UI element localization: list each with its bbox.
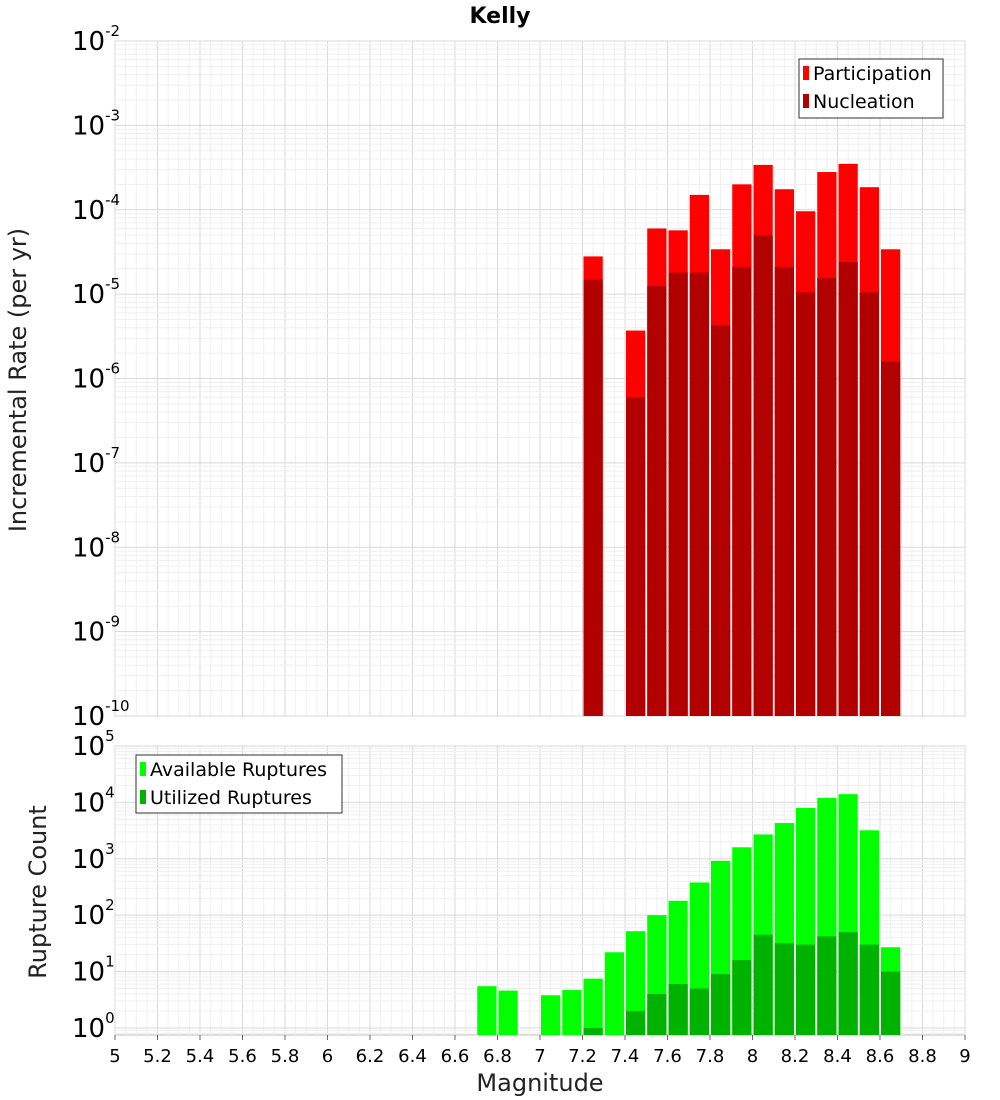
x-tick-label: 8.8	[908, 1046, 937, 1067]
x-tick-label: 7.4	[611, 1046, 640, 1067]
x-tick-label: 6.2	[356, 1046, 385, 1067]
x-tick-label: 8.2	[781, 1046, 810, 1067]
x-tick-label: 6	[322, 1046, 333, 1067]
bar-nucleation	[774, 266, 794, 716]
bottom-chart: 100 101 102 103 104 105 5 5.2 5.4 5.6 5.8 6 6.2 6.4 6…	[24, 727, 971, 1097]
bar-utilized-ruptures	[838, 932, 858, 1035]
y-tick-label: 10-2	[72, 22, 120, 57]
legend-label-participation: Participation	[813, 63, 932, 85]
bar-available-ruptures	[477, 986, 497, 1035]
bar-nucleation	[859, 292, 879, 716]
top-legend: Participation Nucleation	[798, 58, 944, 119]
legend-swatch-utilized-ruptures	[140, 790, 146, 804]
bar-utilized-ruptures	[817, 936, 837, 1035]
bar-utilized-ruptures	[732, 960, 752, 1035]
x-tick-label: 7	[534, 1046, 545, 1067]
y-tick-label: 10-8	[72, 528, 120, 563]
bar-available-ruptures	[498, 990, 518, 1035]
bar-utilized-ruptures	[711, 974, 731, 1035]
y-tick-label: 103	[72, 840, 115, 875]
x-tick-label: 8.6	[866, 1046, 895, 1067]
legend-swatch-participation	[803, 66, 809, 80]
y-tick-label: 104	[72, 783, 115, 818]
bar-nucleation	[668, 272, 688, 716]
legend-swatch-nucleation	[803, 94, 809, 108]
y-tick-label: 10-5	[72, 275, 120, 310]
x-tick-label: 5.2	[143, 1046, 172, 1067]
y-tick-label: 102	[72, 896, 115, 931]
bottom-y-axis-label: Rupture Count	[24, 805, 52, 979]
top-legend-box	[798, 58, 944, 119]
y-tick-label: 105	[72, 727, 115, 762]
top-bars	[583, 163, 901, 717]
x-tick-label: 7.2	[568, 1046, 597, 1067]
bar-nucleation	[817, 278, 837, 716]
bar-available-ruptures	[626, 931, 646, 1035]
bar-utilized-ruptures	[859, 944, 879, 1035]
x-tick-label: 6.8	[483, 1046, 512, 1067]
bar-nucleation	[583, 279, 603, 716]
bar-utilized-ruptures	[689, 988, 709, 1035]
bar-nucleation	[838, 262, 858, 716]
bar-utilized-ruptures	[753, 934, 773, 1035]
x-tick-label: 7.8	[696, 1046, 725, 1067]
x-tick-label: 6.6	[441, 1046, 470, 1067]
bar-available-ruptures	[541, 995, 561, 1035]
x-tick-label: 8.4	[823, 1046, 852, 1067]
bar-utilized-ruptures	[668, 984, 688, 1035]
bar-available-ruptures	[583, 978, 603, 1035]
bar-utilized-ruptures	[796, 944, 816, 1035]
bar-utilized-ruptures	[583, 1027, 603, 1035]
x-tick-label: 5.4	[186, 1046, 215, 1067]
top-y-axis-label: Incremental Rate (per yr)	[4, 228, 32, 532]
chart-title: Kelly	[469, 4, 530, 29]
bar-available-ruptures	[562, 990, 582, 1035]
bar-available-ruptures	[604, 952, 624, 1035]
bottom-bars	[477, 794, 901, 1035]
legend-swatch-available-ruptures	[140, 762, 146, 776]
x-tick-label: 5.8	[271, 1046, 300, 1067]
x-tick-label: 6.4	[398, 1046, 427, 1067]
x-tick-label: 5	[109, 1046, 120, 1067]
x-axis-label: Magnitude	[476, 1069, 603, 1097]
bar-utilized-ruptures	[774, 943, 794, 1035]
bar-nucleation	[732, 266, 752, 716]
y-tick-label: 101	[72, 953, 115, 988]
bar-nucleation	[689, 272, 709, 716]
top-grid	[114, 40, 966, 717]
y-tick-label: 10-6	[72, 360, 120, 395]
bar-nucleation	[626, 397, 646, 716]
legend-label-available-ruptures: Available Ruptures	[150, 759, 327, 781]
bottom-y-ticks: 100 101 102 103 104 105	[72, 727, 115, 1044]
bar-utilized-ruptures	[647, 994, 667, 1035]
bar-nucleation	[753, 235, 773, 716]
bottom-legend-box	[135, 754, 343, 814]
y-tick-label: 10-10	[72, 697, 130, 732]
bottom-legend: Available Ruptures Utilized Ruptures	[135, 754, 343, 814]
bar-utilized-ruptures	[626, 1010, 646, 1035]
bar-nucleation	[881, 361, 901, 716]
y-tick-label: 10-3	[72, 106, 120, 141]
y-tick-label: 10-9	[72, 613, 120, 648]
legend-label-utilized-ruptures: Utilized Ruptures	[150, 787, 312, 809]
bar-nucleation	[711, 325, 731, 716]
top-chart: 10-10 10-9 10-8 10-7 10-6 10-5 10-4 10-3 10-2 In…	[4, 22, 966, 732]
x-tick-label: 5.6	[228, 1046, 257, 1067]
bar-utilized-ruptures	[881, 971, 901, 1035]
x-tick-label: 7.6	[653, 1046, 682, 1067]
x-tick-label: 9	[959, 1046, 970, 1067]
top-y-ticks: 10-10 10-9 10-8 10-7 10-6 10-5 10-4 10-3 10-2	[72, 22, 130, 732]
y-tick-label: 10-4	[72, 191, 120, 226]
y-tick-label: 10-7	[72, 444, 120, 479]
bar-nucleation	[796, 292, 816, 716]
bar-nucleation	[647, 285, 667, 716]
legend-label-nucleation: Nucleation	[813, 91, 915, 113]
y-tick-label: 100	[72, 1009, 115, 1044]
x-tick-label: 8	[747, 1046, 758, 1067]
x-ticks: 5 5.2 5.4 5.6 5.8 6 6.2 6.4 6.6 6.8 7 7.2 7.4 7.6 7.8 8…	[109, 1035, 971, 1067]
